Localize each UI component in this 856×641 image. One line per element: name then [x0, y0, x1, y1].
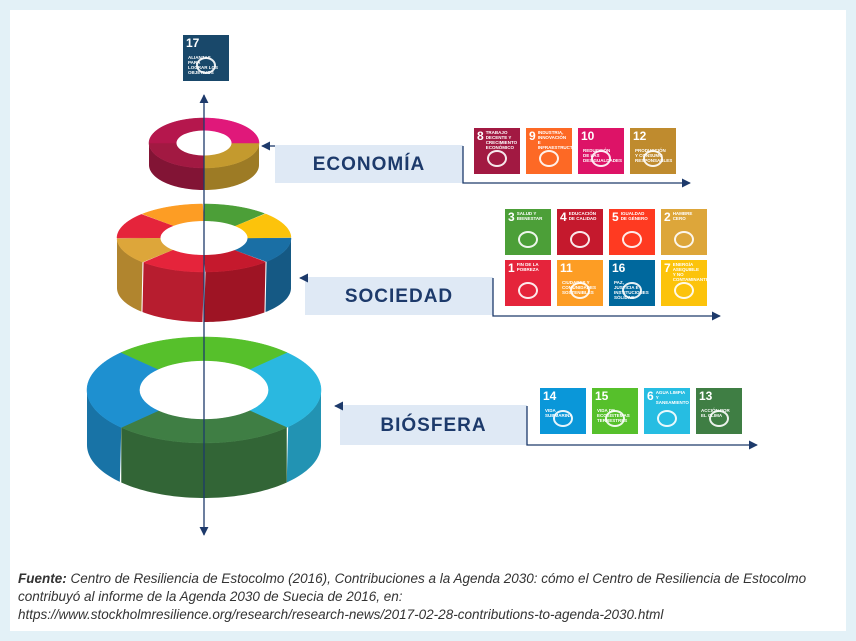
sdg-number: 13 — [699, 390, 712, 402]
sdg-symbol — [539, 150, 559, 167]
sdg-label: Trabajo decente y crecimiento económico — [486, 130, 516, 150]
layer-title: SOCIEDAD — [345, 286, 453, 307]
body: {"goal17": {"number": 17, "label": "Alia… — [0, 0, 856, 641]
sdg-icon: 10Reducción de las desigualdades — [578, 128, 624, 174]
sdg-number: 5 — [612, 211, 619, 223]
sdg-number: 17 — [186, 37, 199, 49]
sdg-number: 12 — [633, 130, 646, 142]
sdg-symbol — [605, 410, 625, 427]
sdg-label: Educación de calidad — [569, 211, 599, 221]
sdg-label: Hambre cero — [673, 211, 703, 221]
sdg-icon: 6Agua limpia y saneamiento — [644, 388, 690, 434]
sdg-icon: 1Fin de la pobreza — [505, 260, 551, 306]
sdg-symbol — [674, 282, 694, 299]
sdg-number: 11 — [560, 262, 573, 274]
sdg-icon: 4Educación de calidad — [557, 209, 603, 255]
sdg-icon: 15Vida de ecosistemas terrestres — [592, 388, 638, 434]
sdg-number: 2 — [664, 211, 671, 223]
sdg-icon: 11Ciudades y comunidades sostenibles — [557, 260, 603, 306]
sdg-symbol — [643, 150, 663, 167]
sdg-symbol — [518, 231, 538, 248]
sdg-symbol — [553, 410, 573, 427]
sdg-icon: 16Paz, justicia e instituciones sólidas — [609, 260, 655, 306]
caption: Fuente: Centro de Resiliencia de Estocol… — [18, 570, 808, 624]
page: Diagram html, body { margin: 0; padding:… — [0, 0, 856, 641]
sdg-label: Energía asequible y no contaminante — [673, 262, 703, 282]
sdg-symbol — [570, 231, 590, 248]
sdg-icon: 17Alianzas para lograr los objetivos — [183, 35, 229, 81]
sdg-icon: 2Hambre cero — [661, 209, 707, 255]
sdg-icon: 7Energía asequible y no contaminante — [661, 260, 707, 306]
sdg-label: Fin de la pobreza — [517, 262, 547, 272]
layer-title: ECONOMÍA — [313, 153, 426, 175]
sdg-symbol — [674, 231, 694, 248]
sdg-symbol — [622, 282, 642, 299]
sdg-symbol — [622, 231, 642, 248]
sdg-number: 3 — [508, 211, 515, 223]
sdg-number: 14 — [543, 390, 556, 402]
sdg-number: 7 — [664, 262, 671, 274]
sdg-icon: 13Acción por el clima — [696, 388, 742, 434]
sdg-number: 1 — [508, 262, 515, 274]
sdg-number: 10 — [581, 130, 594, 142]
sdg-icon: 9Industria, innovación e infraestructura — [526, 128, 572, 174]
sdg-symbol — [196, 57, 216, 74]
source-url: https://www.stockholmresilience.org/rese… — [18, 607, 663, 622]
sdg-icon: 8Trabajo decente y crecimiento económico — [474, 128, 520, 174]
sdg-symbol — [487, 150, 507, 167]
sdg-number: 8 — [477, 130, 484, 142]
sdg-label: Industria, innovación e infraestructura — [538, 130, 568, 150]
diagram: ECONOMÍA SOCIEDAD BIÓSFERA — [0, 0, 856, 641]
sdg-symbol — [591, 150, 611, 167]
sdg-number: 4 — [560, 211, 567, 223]
sdg-symbol — [518, 282, 538, 299]
sdg-icon: 12Producción y consumo responsables — [630, 128, 676, 174]
sdg-number: 6 — [647, 390, 654, 402]
layer-title: BIÓSFERA — [380, 414, 486, 436]
sdg-number: 15 — [595, 390, 608, 402]
source-text: Centro de Resiliencia de Estocolmo (2016… — [18, 571, 806, 604]
sdg-icon: 14Vida submarina — [540, 388, 586, 434]
sdg-icon: 3Salud y bienestar — [505, 209, 551, 255]
sdg-number: 9 — [529, 130, 536, 142]
sdg-label: Agua limpia y saneamiento — [656, 390, 686, 405]
sdg-symbol — [709, 410, 729, 427]
sdg-label: Salud y bienestar — [517, 211, 547, 221]
sdg-number: 16 — [612, 262, 625, 274]
sdg-icon: 5Igualdad de género — [609, 209, 655, 255]
source-label: Fuente: — [18, 571, 67, 586]
sdg-symbol — [657, 410, 677, 427]
sdg-label: Igualdad de género — [621, 211, 651, 221]
sdg-symbol — [570, 282, 590, 299]
